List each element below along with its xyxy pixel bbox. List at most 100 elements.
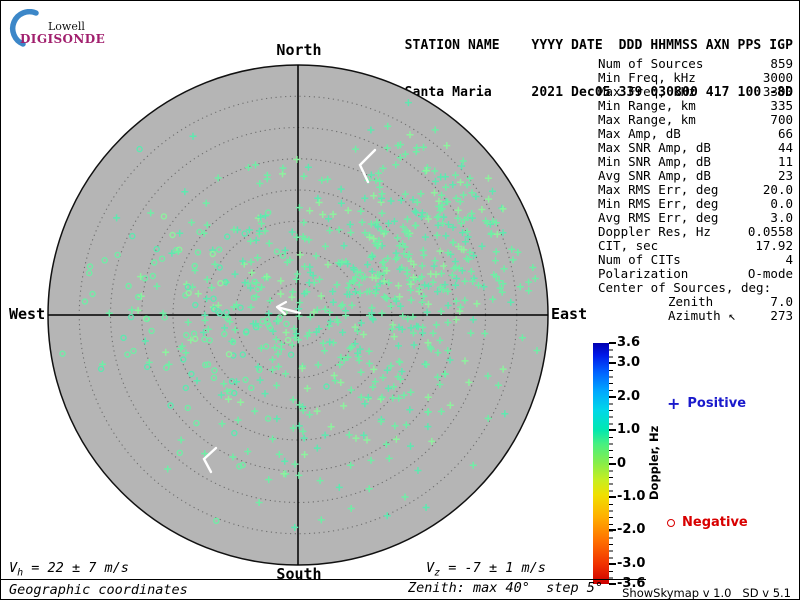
source-marker (194, 290, 202, 298)
colorbar-axis-title: Doppler, Hz (647, 425, 661, 501)
vh-symbol: V (9, 560, 18, 576)
source-marker (383, 295, 391, 303)
source-marker (264, 274, 272, 282)
source-marker (461, 238, 469, 246)
source-marker (391, 422, 399, 430)
source-marker (468, 189, 476, 197)
source-marker (130, 347, 137, 355)
source-marker (361, 400, 369, 408)
source-marker (367, 126, 375, 134)
source-marker (395, 394, 403, 402)
source-marker (218, 420, 226, 428)
source-marker (376, 177, 384, 185)
source-marker (329, 288, 337, 295)
source-marker (367, 456, 375, 464)
source-marker (273, 248, 281, 255)
source-marker (436, 247, 444, 255)
source-marker (439, 219, 447, 227)
source-marker (217, 280, 224, 287)
source-marker (183, 331, 190, 339)
source-marker (424, 339, 432, 347)
source-marker (333, 281, 341, 289)
source-marker (484, 414, 492, 422)
stat-row: Avg RMS Err, deg 3.0 (598, 211, 793, 225)
source-marker (261, 390, 269, 398)
source-marker (392, 435, 400, 443)
source-marker (375, 169, 382, 177)
source-marker (496, 284, 504, 292)
source-marker (239, 257, 247, 265)
source-marker (525, 287, 533, 295)
compass-label-east: East (551, 305, 588, 323)
source-marker (164, 465, 172, 473)
source-marker (434, 288, 441, 296)
source-marker (469, 316, 477, 324)
source-marker (176, 449, 184, 456)
source-marker (501, 410, 509, 418)
source-marker (300, 172, 308, 180)
source-marker (203, 295, 211, 303)
source-marker (281, 246, 289, 254)
source-marker (344, 353, 352, 361)
source-marker (324, 261, 332, 269)
stat-row: Min SNR Amp, dB 11 (598, 155, 793, 169)
source-marker (368, 314, 376, 322)
source-marker (316, 477, 324, 485)
source-marker (346, 221, 354, 228)
source-marker (378, 209, 386, 217)
source-marker (377, 227, 385, 235)
source-marker (397, 302, 405, 310)
source-marker (347, 386, 355, 394)
source-marker (275, 363, 282, 371)
source-marker (262, 343, 270, 350)
source-marker (340, 402, 348, 410)
source-marker (314, 361, 322, 369)
source-marker (401, 228, 409, 236)
source-marker (217, 391, 225, 399)
source-marker (372, 274, 380, 282)
source-marker (442, 232, 450, 240)
source-marker (394, 234, 401, 242)
source-marker (336, 361, 344, 369)
source-marker (417, 190, 425, 198)
source-marker (265, 239, 273, 247)
stat-label: Avg RMS Err, deg (598, 210, 719, 225)
source-marker (382, 294, 390, 302)
source-marker (339, 328, 347, 336)
stat-label: CIT, sec (598, 238, 659, 253)
source-marker (179, 356, 187, 363)
stat-label: Num of Sources (598, 56, 704, 71)
source-marker (401, 190, 409, 198)
zenith-range-caption: Zenith: max 40° step 5° (408, 580, 604, 596)
source-marker (203, 276, 211, 283)
stat-row: CIT, sec 17.92 (598, 239, 793, 253)
source-marker (305, 329, 313, 337)
source-marker (161, 314, 168, 321)
source-marker (248, 384, 255, 391)
source-marker (191, 335, 199, 343)
chevron-marks (202, 148, 377, 474)
source-marker (230, 389, 238, 397)
source-marker (418, 298, 426, 306)
source-marker (237, 304, 244, 311)
stat-row: Max RMS Err, deg 20.0 (598, 183, 793, 197)
source-marker (366, 233, 373, 241)
source-marker (279, 252, 287, 259)
source-marker (347, 461, 355, 469)
source-marker (382, 440, 390, 448)
source-marker (105, 309, 113, 317)
stat-row: Max Freq, kHz 3300 (598, 85, 793, 99)
legend-negative: Negative (667, 515, 748, 530)
source-marker (299, 407, 307, 414)
source-marker (192, 301, 199, 309)
source-marker (424, 300, 432, 308)
source-marker (449, 223, 457, 231)
source-marker (125, 282, 132, 290)
source-marker (492, 248, 500, 256)
source-marker (252, 236, 260, 244)
stat-value: 700 (770, 112, 793, 127)
source-marker (236, 463, 243, 470)
source-marker (303, 384, 311, 392)
source-marker (395, 242, 403, 250)
colorbar-tick-label: 3.6 (617, 335, 641, 350)
